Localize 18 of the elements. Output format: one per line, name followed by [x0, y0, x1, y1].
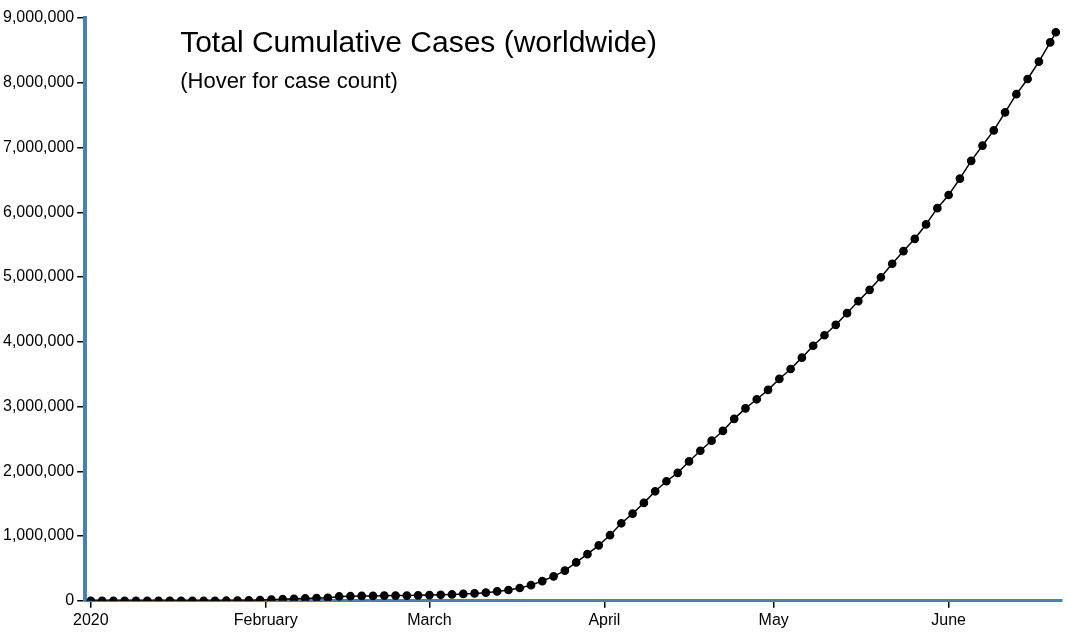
y-tick-label: 4,000,000 [2, 332, 75, 350]
y-tick-label: 1,000,000 [2, 526, 75, 544]
y-tick-label: 3,000,000 [2, 396, 75, 414]
x-tick-label: February [233, 610, 298, 628]
text: (Hover for case count) [180, 68, 398, 93]
x-tick-label: May [758, 610, 789, 628]
y-tick-label: 5,000,000 [2, 267, 75, 285]
chart-title: Total Cumulative Cases (worldwide) [180, 25, 658, 58]
y-tick-label: 6,000,000 [2, 202, 75, 220]
x-tick-label: 2020 [73, 610, 109, 628]
x-tick-label: June [931, 610, 967, 628]
y-tick-label: 7,000,000 [2, 137, 75, 155]
x-tick-label: April [588, 610, 621, 628]
y-tick-label: 8,000,000 [2, 73, 75, 91]
y-tick-label: 0 [65, 591, 75, 609]
y-tick-label: 2,000,000 [2, 461, 75, 479]
y-tick-label: 9,000,000 [2, 8, 75, 26]
x-tick-label: March [407, 610, 452, 628]
